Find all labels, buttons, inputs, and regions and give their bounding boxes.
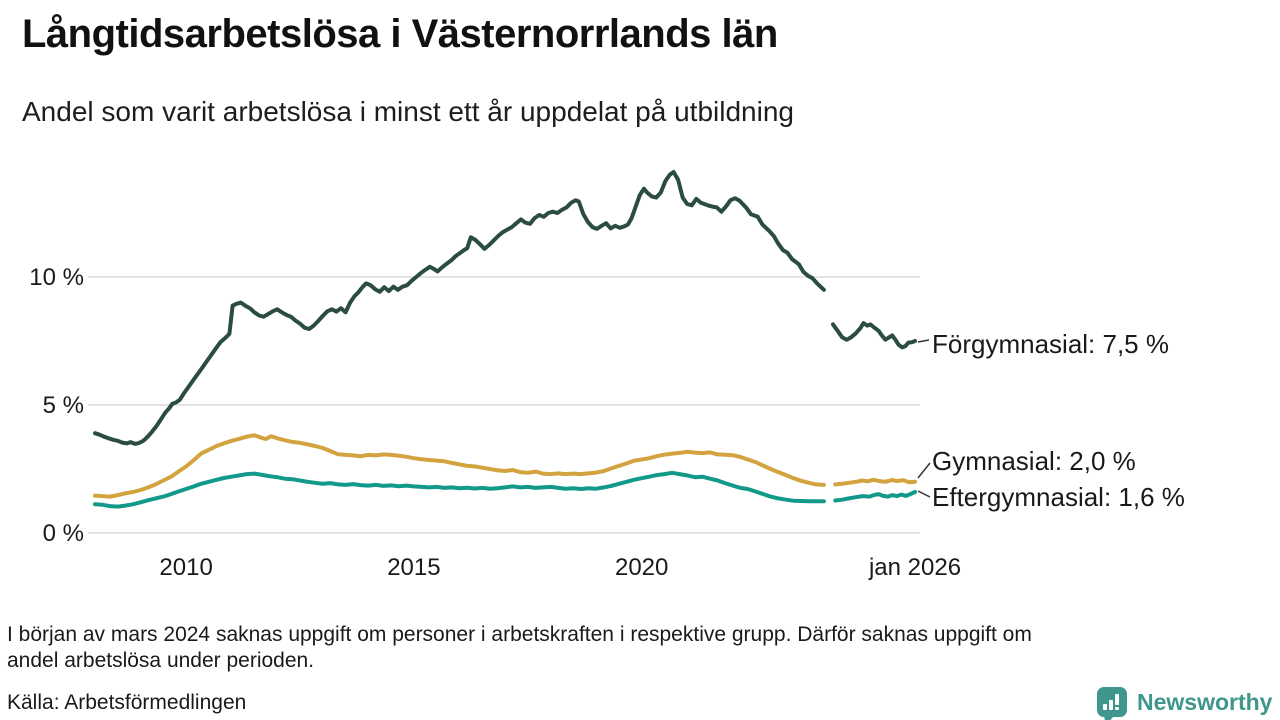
y-tick-label-5: 5 % xyxy=(43,392,84,419)
series-layer xyxy=(93,170,917,509)
axis-layer: 0 % 5 % 10 % 2010 2015 2020 jan 2026 xyxy=(29,264,961,581)
connector-eftergymnasial xyxy=(917,490,931,498)
source-credit: Källa: Arbetsförmedlingen xyxy=(7,691,247,714)
y-tick-label-10: 10 % xyxy=(29,264,84,291)
grid-layer xyxy=(88,276,920,534)
series-line-gymnasial-seg2 xyxy=(833,477,917,487)
series-line-eftergymnasial-seg1 xyxy=(93,470,826,509)
chart-subtitle: Andel som varit arbetslösa i minst ett å… xyxy=(22,96,794,127)
series-line-förgymnasial-seg2 xyxy=(831,321,917,350)
footnote-line-2: andel arbetslösa under perioden. xyxy=(7,649,315,672)
series-end-label-forgymnasial: Förgymnasial: 7,5 % xyxy=(932,329,1169,359)
series-line-eftergymnasial-seg2 xyxy=(833,490,917,503)
x-tick-label-2015: 2015 xyxy=(387,554,440,581)
label-connectors xyxy=(917,339,931,498)
x-tick-label-2020: 2020 xyxy=(615,554,668,581)
newsworthy-logo: Newsworthy xyxy=(1096,686,1272,720)
chart-title: Långtidsarbetslösa i Västernorrlands län xyxy=(22,12,778,56)
series-end-label-eftergymnasial: Eftergymnasial: 1,6 % xyxy=(932,482,1185,512)
series-line-förgymnasial-seg1 xyxy=(93,170,826,446)
connector-gymnasial xyxy=(917,462,931,479)
x-tick-label-2010: 2010 xyxy=(159,554,212,581)
series-end-label-gymnasial: Gymnasial: 2,0 % xyxy=(932,446,1136,476)
series-line-gymnasial-seg1 xyxy=(93,433,826,499)
x-tick-label-jan-2026: jan 2026 xyxy=(868,554,961,581)
footnote-line-1: I början av mars 2024 saknas uppgift om … xyxy=(7,623,1032,646)
connector-forgymnasial xyxy=(917,339,930,343)
y-tick-label-0: 0 % xyxy=(43,520,84,547)
newsworthy-logo-text: Newsworthy xyxy=(1137,689,1273,715)
newsworthy-bubble-chart-icon xyxy=(1096,686,1130,720)
